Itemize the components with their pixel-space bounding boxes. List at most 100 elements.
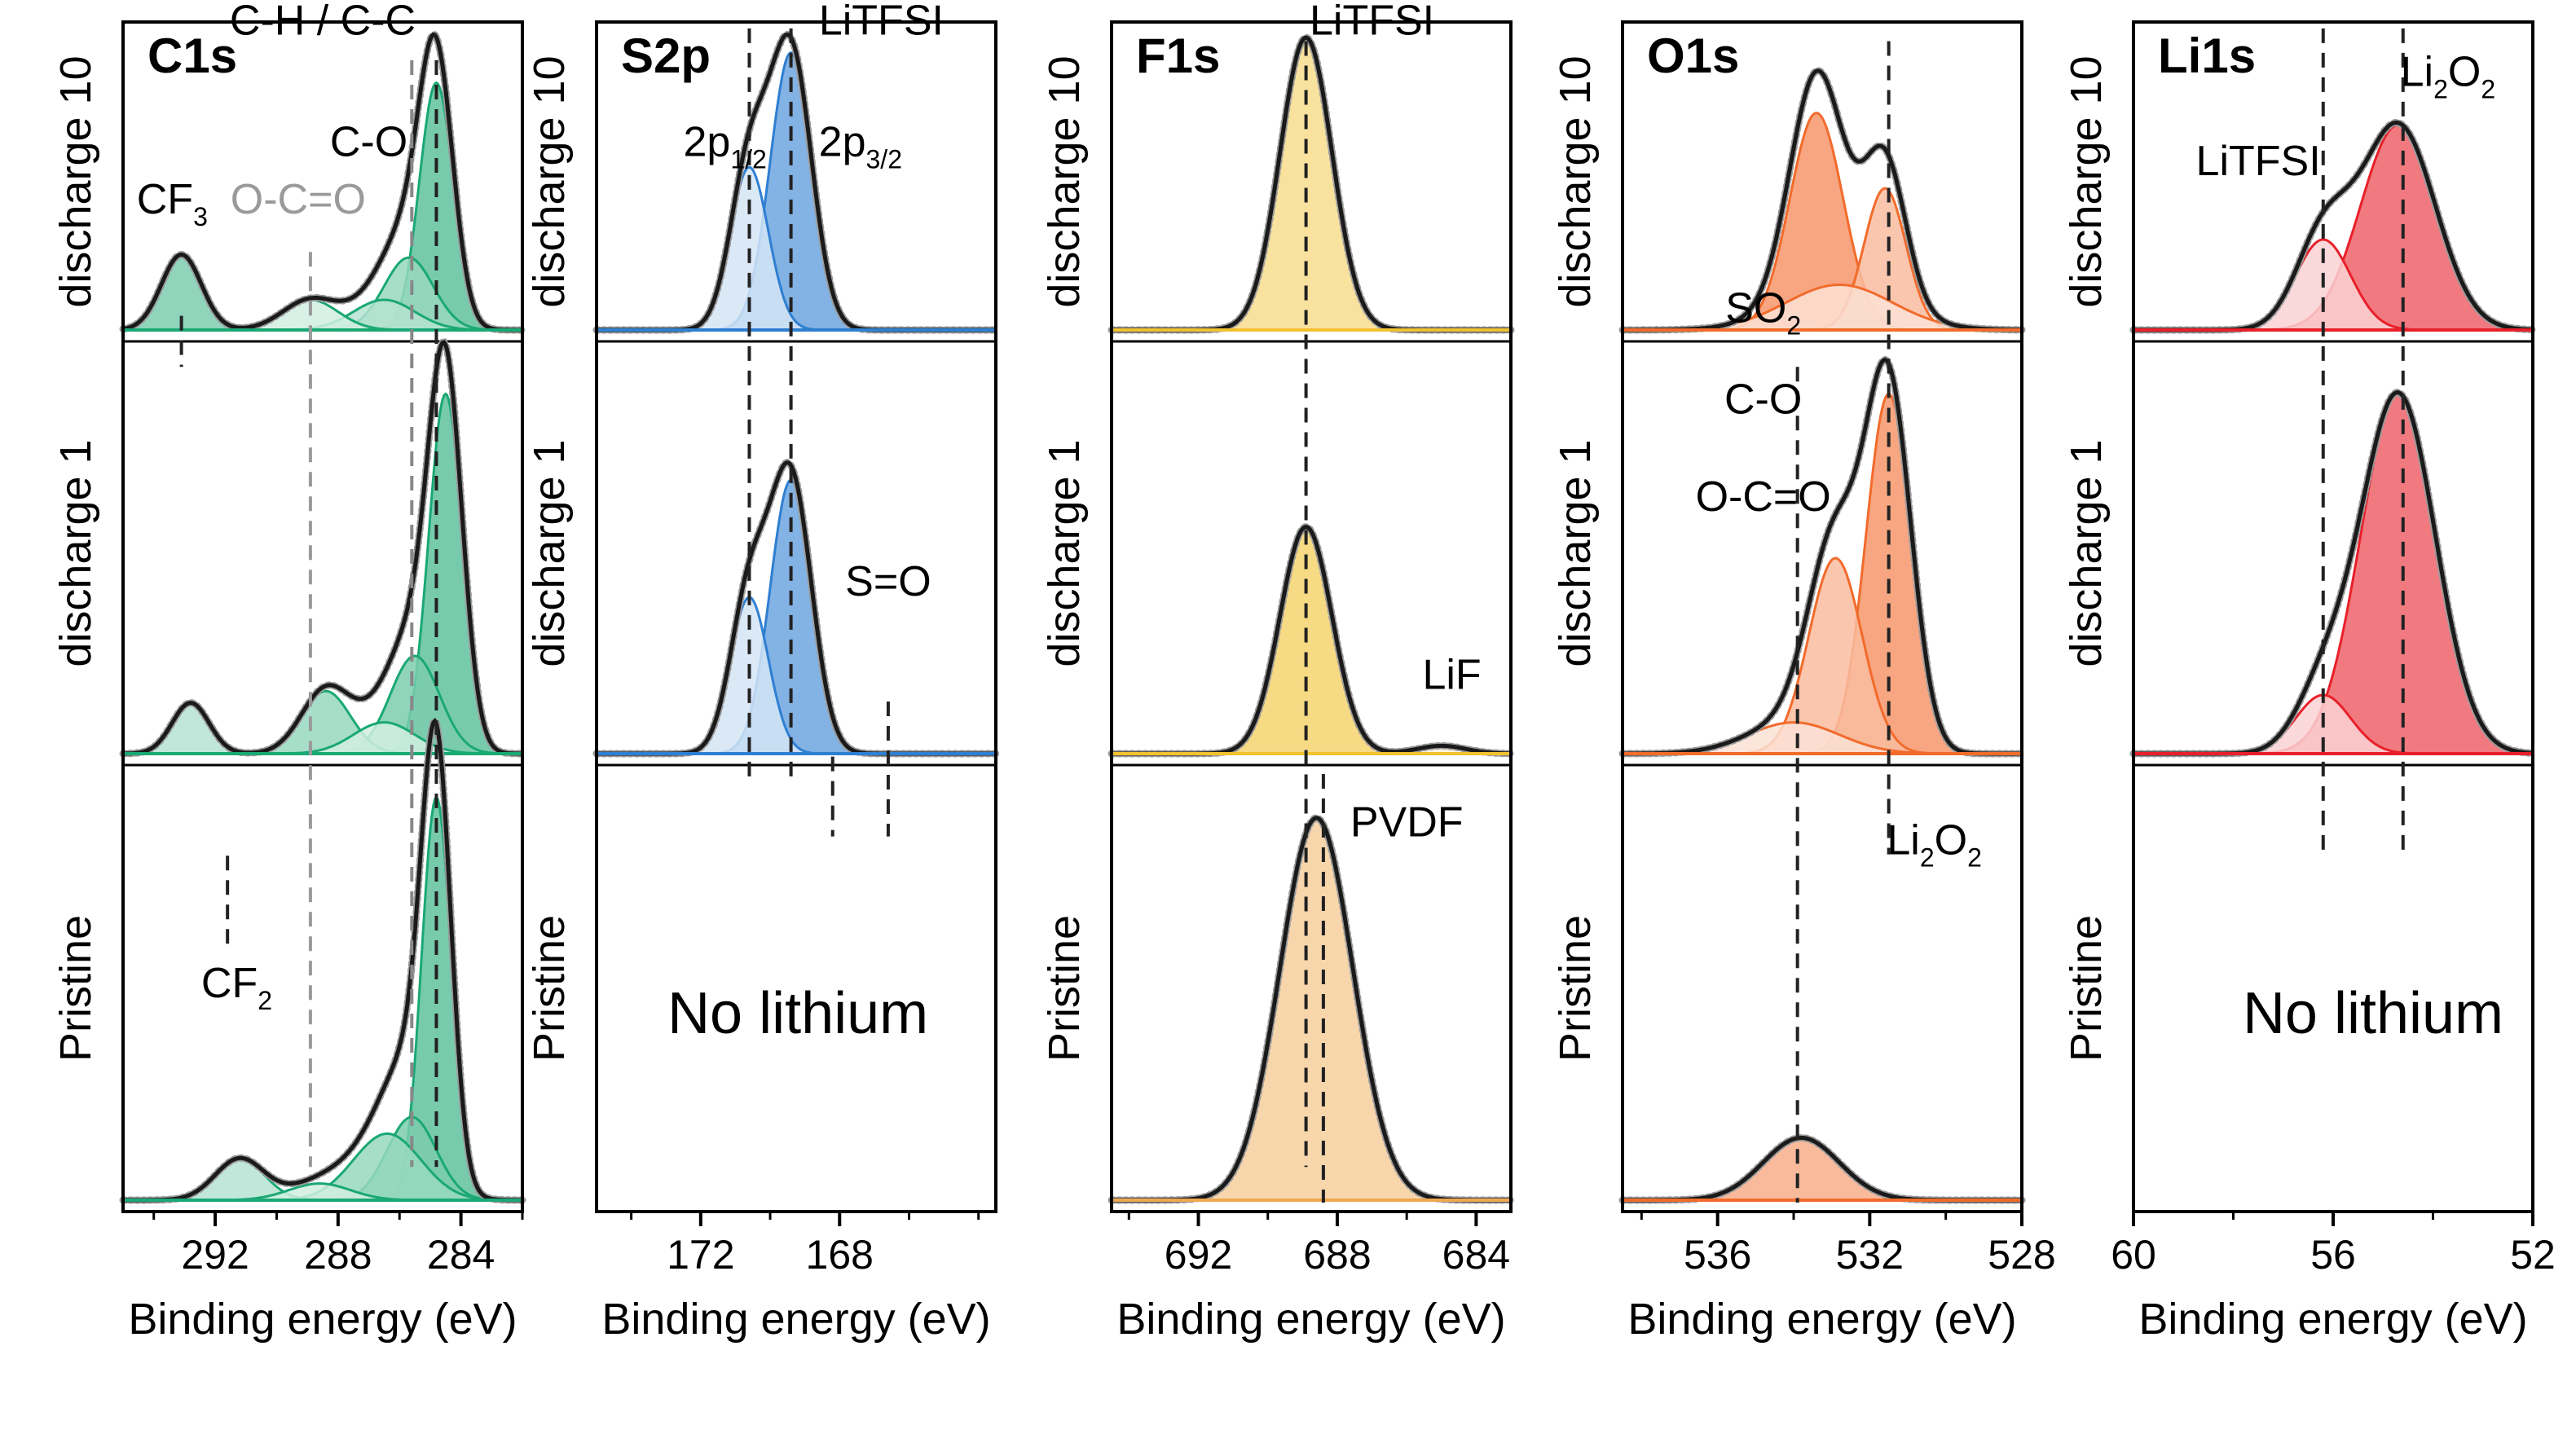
annotation-o1s-1: C-O	[1724, 376, 1802, 423]
x-axis-label-c1s: Binding energy (eV)	[128, 1295, 517, 1344]
x-axis-label-o1s: Binding energy (eV)	[1627, 1295, 2016, 1344]
annotation-f1s-2-main: PVDF	[1350, 799, 1464, 847]
annotation-f1s-2: PVDF	[1350, 799, 1464, 847]
component-peak-s2p-1-1	[597, 478, 996, 755]
row-label-f1s-2: Pristine	[1040, 915, 1089, 1062]
tick-label-o1s-1: 532	[1836, 1232, 1904, 1278]
envelope-line-o1s-1	[1623, 357, 2022, 756]
component-peak-f1s-1-0	[1112, 526, 1511, 755]
annotation-o1s-3-main: Li	[1887, 817, 1919, 864]
annotation-c1s-3: O-C=O	[231, 176, 366, 223]
annotation-o1s-3-sub2: 2	[1967, 843, 1982, 873]
annotation-li1s-1: Li2O2	[2401, 48, 2496, 103]
spectra-s2p	[592, 30, 1000, 758]
panel-title-s2p-main: S2p	[621, 29, 711, 83]
row-label-c1s-2: Pristine	[51, 915, 100, 1062]
annotation-c1s-4-sub: 2	[258, 986, 272, 1015]
tick-label-f1s-0: 692	[1165, 1232, 1232, 1278]
annotation-s2p-4-main: No lithium	[667, 981, 928, 1046]
row-label-f1s-0: discharge 10	[1040, 55, 1089, 307]
envelope-line-c1s-0	[122, 32, 522, 332]
tick-label-f1s-2: 684	[1442, 1232, 1510, 1278]
plot-frame-s2p	[595, 20, 997, 1213]
annotation-c1s-3-main: O-C=O	[231, 176, 366, 223]
annotation-o1s-3: Li2O2	[1887, 817, 1982, 873]
annotation-s2p-3-main: S=O	[845, 558, 931, 605]
annotation-c1s-2: CF3	[137, 176, 208, 231]
row-label-o1s-2: Pristine	[1551, 915, 1600, 1062]
tick-label-o1s-2: 528	[1988, 1232, 2055, 1278]
component-peak-s2p-0-1	[597, 51, 996, 332]
annotation-li1s-1-sub: 2	[2433, 74, 2448, 103]
component-peak-f1s-2-0	[1112, 816, 1511, 1202]
plot-frame-c1s	[121, 20, 524, 1213]
annotation-s2p-3: S=O	[845, 558, 931, 605]
annotation-f1s-1-main: LiF	[1422, 651, 1481, 698]
annotation-c1s-2-main: CF	[137, 176, 193, 223]
annotation-li1s-1-main: Li	[2401, 48, 2433, 95]
row-label-f1s-1: discharge 1	[1040, 439, 1089, 666]
spectra-li1s	[2129, 118, 2537, 758]
row-label-li1s-1: discharge 1	[2062, 439, 2111, 666]
annotation-li1s-0-main: LiTFSI	[2196, 138, 2321, 185]
x-axis-label-f1s: Binding energy (eV)	[1116, 1295, 1505, 1344]
annotation-c1s-1-main: C-O	[330, 119, 407, 166]
tick-label-o1s-0: 536	[1684, 1232, 1751, 1278]
tick-label-f1s-1: 688	[1303, 1232, 1371, 1278]
panel-title-li1s: Li1s	[2158, 29, 2256, 83]
annotation-o1s-0-sub: 2	[1786, 310, 1801, 340]
row-label-s2p-1: discharge 1	[525, 439, 574, 666]
annotation-s2p-4: No lithium	[667, 981, 928, 1046]
plot-frame-o1s	[1621, 20, 2023, 1213]
panel-title-c1s: C1s	[148, 29, 237, 83]
envelope-line-c1s-1	[123, 340, 522, 756]
row-label-o1s-1: discharge 1	[1551, 439, 1600, 666]
annotation-f1s-1: LiF	[1422, 651, 1481, 698]
annotation-s2p-2-sub: 3/2	[866, 145, 902, 174]
tick-label-s2p-0: 172	[667, 1232, 734, 1278]
panel-o1s: discharge 10 discharge 1 Pristine SO2 C-O O-C…	[1551, 20, 2056, 1344]
panel-title-o1s-main: O1s	[1647, 29, 1739, 83]
annotation-o1s-2: O-C=O	[1696, 473, 1831, 521]
plot-frame-f1s	[1110, 20, 1513, 1213]
row-label-o1s-0: discharge 10	[1551, 55, 1600, 307]
tick-label-li1s-1: 56	[2310, 1232, 2356, 1278]
annotation-li1s-0: LiTFSI	[2196, 138, 2321, 185]
tick-label-c1s-1: 288	[304, 1232, 372, 1278]
row-label-s2p-2: Pristine	[525, 915, 574, 1062]
panel-title-s2p: S2p	[621, 29, 711, 83]
tick-label-li1s-2: 52	[2510, 1232, 2556, 1278]
row-label-li1s-2: Pristine	[2062, 915, 2111, 1062]
row-label-c1s-1: discharge 1	[51, 439, 100, 666]
spectra-o1s	[1618, 67, 2026, 1204]
annotation-o1s-3-sub: 2	[1920, 843, 1935, 873]
annotation-li1s-1-main2: O	[2448, 48, 2481, 95]
x-axis-label-s2p: Binding energy (eV)	[601, 1295, 990, 1344]
row-label-c1s-0: discharge 10	[51, 55, 100, 307]
annotation-s2p-2: 2p3/2	[819, 119, 902, 174]
annotation-o1s-0: SO2	[1725, 284, 1801, 340]
panel-title-f1s-main: F1s	[1136, 29, 1220, 83]
component-peak-c1s-2-0	[123, 794, 522, 1202]
panel-title-f1s: F1s	[1136, 29, 1220, 83]
annotation-o1s-1-main: C-O	[1724, 376, 1802, 423]
spectra-f1s	[1107, 33, 1515, 1204]
tick-label-li1s-0: 60	[2111, 1232, 2156, 1278]
panel-title-o1s: O1s	[1647, 29, 1739, 83]
annotation-s2p-1: 2p1/2	[683, 119, 766, 174]
data-points-c1s-2	[119, 715, 526, 1204]
envelope-line-c1s-2	[123, 717, 522, 1203]
annotation-li1s-2: No lithium	[2243, 981, 2503, 1046]
annotation-o1s-2-main: O-C=O	[1696, 473, 1831, 521]
tick-label-c1s-2: 284	[427, 1232, 495, 1278]
tick-label-s2p-1: 168	[806, 1232, 874, 1278]
panel-title-c1s-main: C1s	[148, 29, 237, 83]
annotation-c1s-4: CF2	[201, 960, 272, 1015]
row-label-s2p-0: discharge 10	[525, 55, 574, 307]
annotation-c1s-1: C-O	[330, 119, 407, 166]
